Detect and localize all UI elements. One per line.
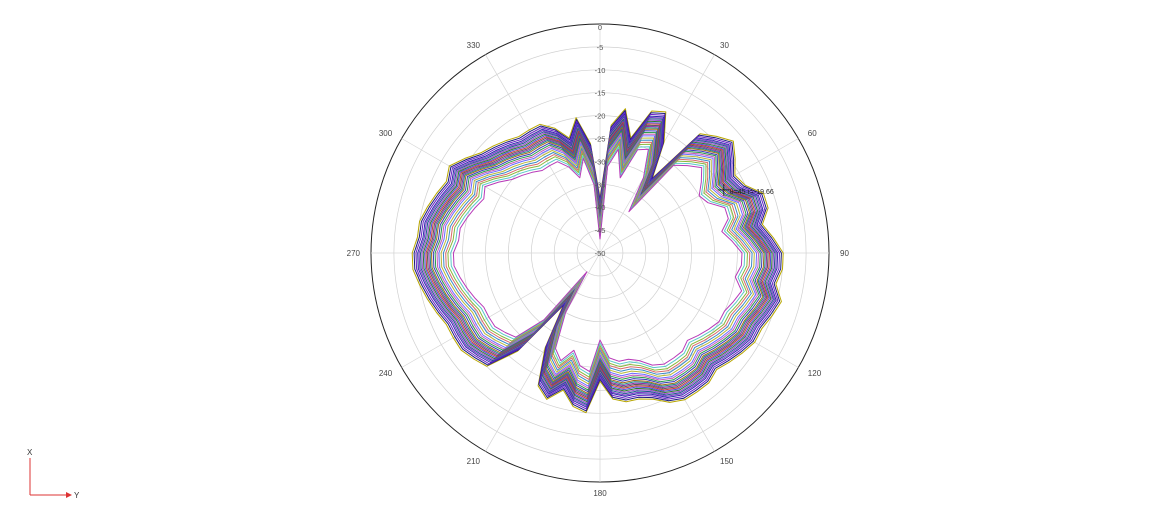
radial-tick-label: 0 [598,23,602,32]
series-line [434,130,761,391]
angle-tick-label: 180 [593,489,607,498]
axes-indicator-x-label: X [27,448,33,457]
axes-indicator: X Y [27,448,80,500]
angle-tick-label: 240 [379,369,393,378]
series-line [452,148,743,373]
series-line [442,138,753,383]
angle-tick-label: 60 [808,129,817,138]
data-cursor: θ=45 r=-19.66 [717,183,774,196]
series-line [418,114,777,407]
grid-spoke [485,54,601,254]
series-line [417,113,779,408]
series-line [424,120,772,401]
series-line [428,124,768,397]
angle-tick-label: 90 [840,249,849,258]
radial-tick-label: -40 [595,203,606,212]
series-line [425,121,770,400]
angle-tick-label: 120 [808,369,822,378]
radial-tick-label: -25 [595,135,606,144]
series-line [438,134,758,387]
tick-labels: 30 60 90 120 150 180 210 240 270 300 330 0 -5 -10 -15 -… [347,23,850,498]
series-line [420,116,776,405]
series-line [431,127,765,394]
series-line [429,125,766,396]
angle-tick-label: 150 [720,457,734,466]
series-line [413,110,782,412]
radial-tick-label: -50 [595,249,606,258]
series-group [411,108,784,414]
radial-tick-label: -15 [595,89,606,98]
radial-tick-label: -45 [595,226,606,235]
angle-tick-label: 300 [379,129,393,138]
series-line [445,141,751,380]
series-line [447,143,748,378]
radial-tick-label: -35 [595,180,606,189]
axes-indicator-y-arrow-icon [66,492,72,498]
angle-tick-label: 270 [347,249,361,258]
radial-tick-label: -30 [595,157,606,166]
radial-tick-label: -5 [597,43,604,52]
series-line [436,132,759,389]
grid-spoke [401,252,601,368]
series-line [440,136,755,385]
cursor-label: θ=45 r=-19.66 [730,189,774,196]
grid-spoke [599,252,799,368]
angle-tick-label: 210 [467,457,481,466]
grid-spoke [599,252,715,452]
angle-tick-label: 30 [720,41,729,50]
grid-spoke [401,138,601,254]
series-line [421,117,775,404]
series-line [450,146,746,375]
series-line [432,128,763,393]
grid-spoke [485,252,601,452]
series-line [415,111,780,410]
angle-tick-label: 330 [467,41,481,50]
axes-indicator-y-label: Y [74,491,80,500]
radial-tick-label: -20 [595,112,606,121]
radial-tick-label: -10 [595,66,606,75]
series-line [411,108,784,414]
polar-grid [370,23,830,483]
